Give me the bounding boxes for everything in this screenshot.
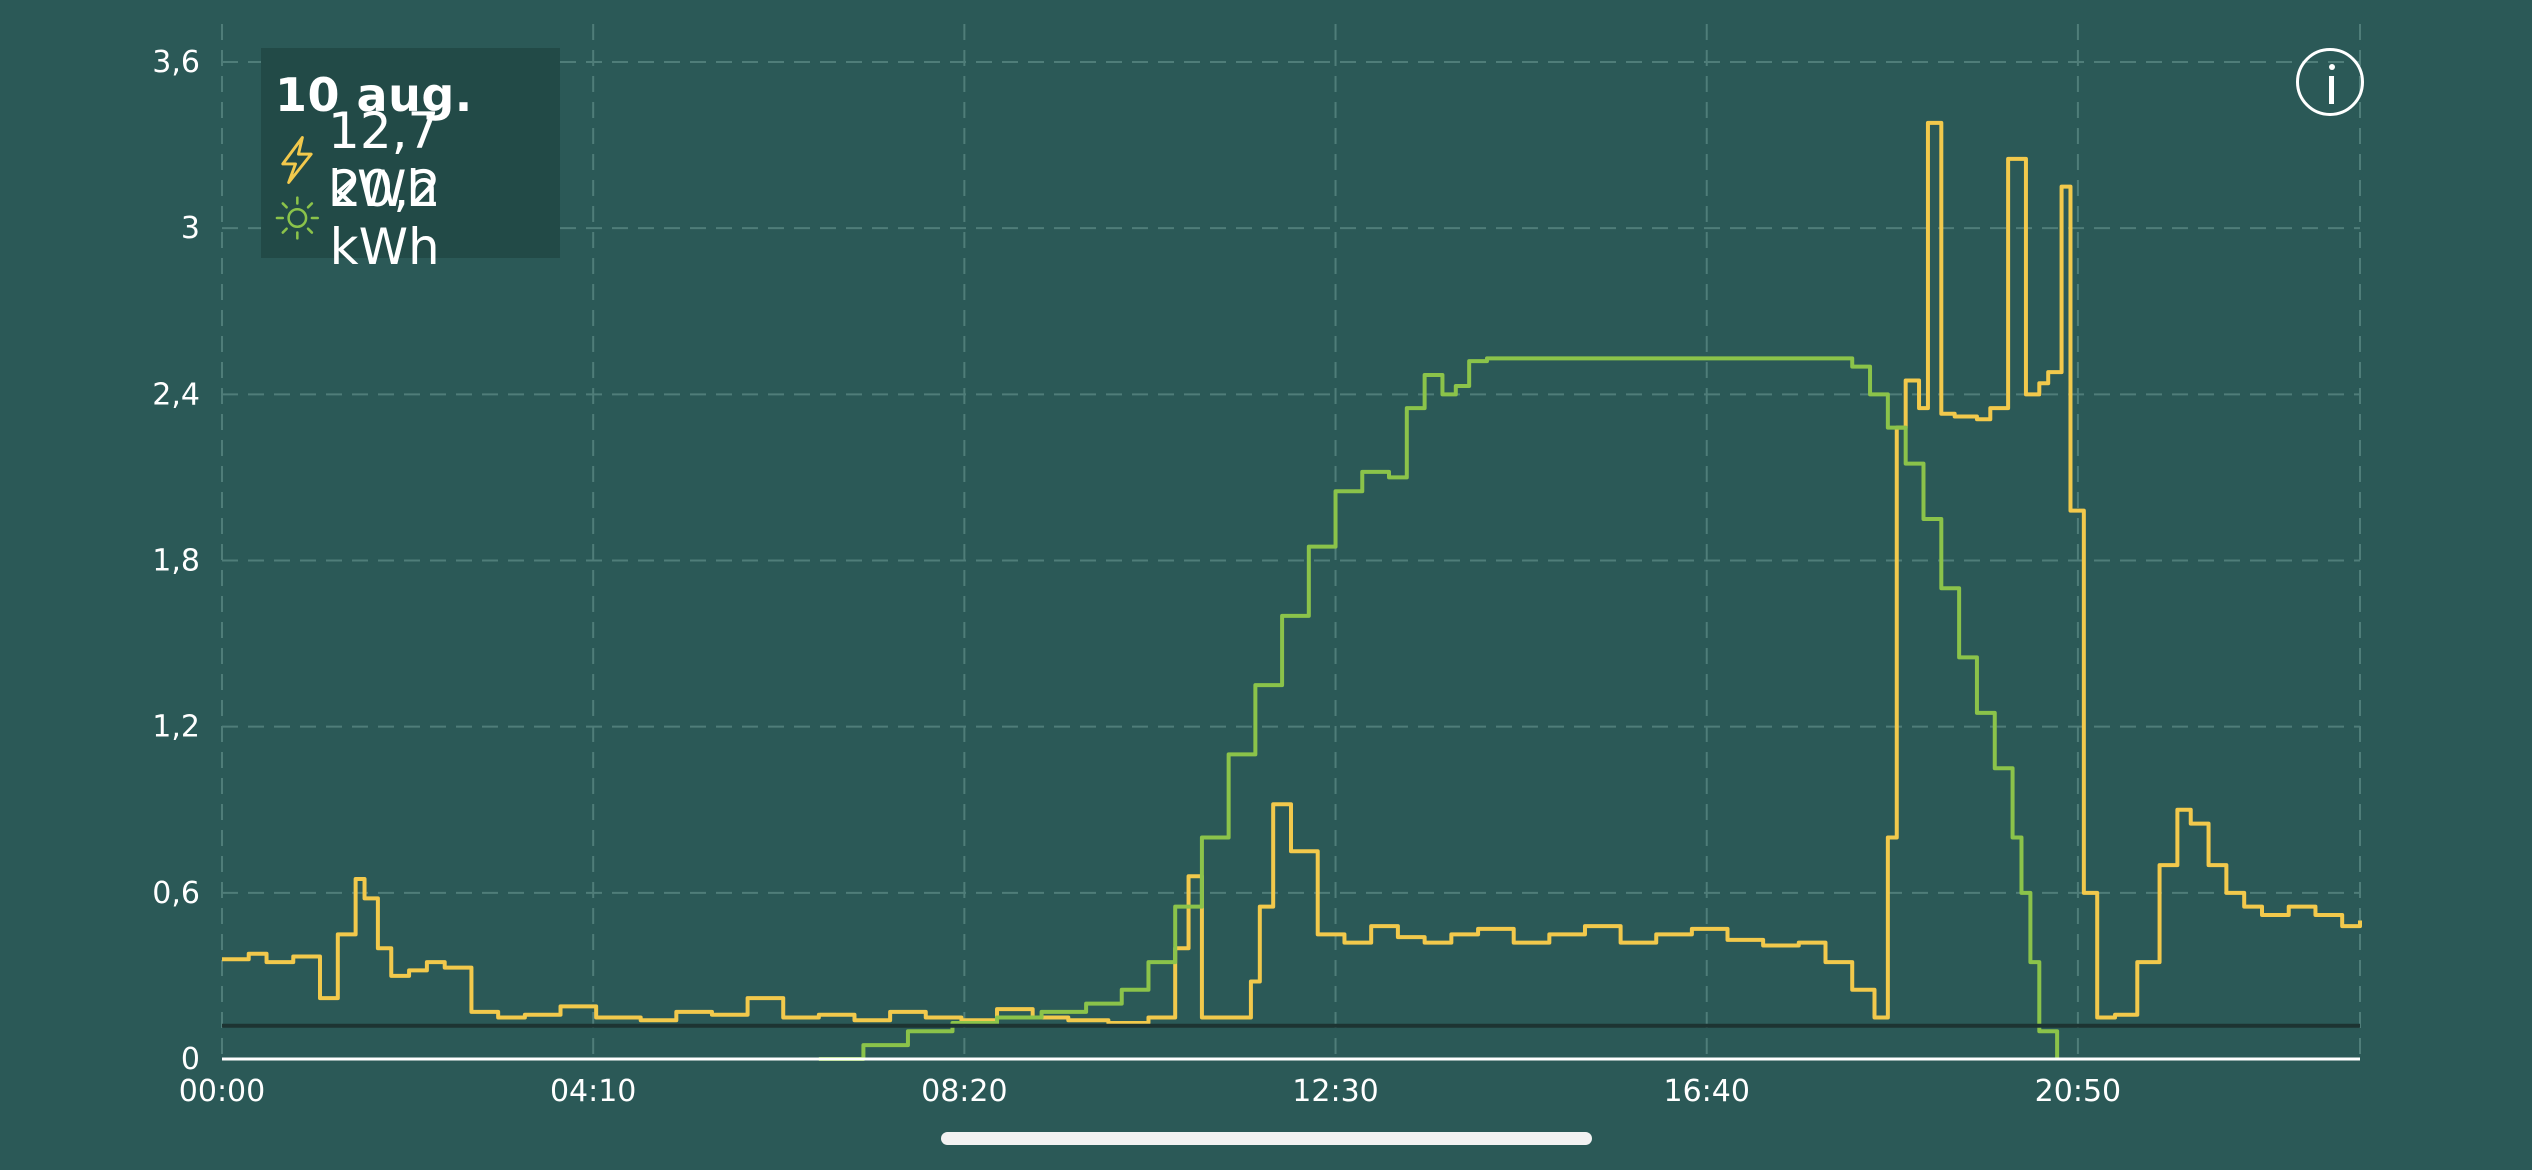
y-axis-ticks: 0 0,6 1,2 1,8 2,4 3 3,6 [152, 45, 200, 1077]
home-indicator[interactable] [941, 1132, 1592, 1145]
chart-grid [221, 24, 2361, 1059]
y-tick-label: 0,6 [152, 876, 200, 911]
info-button[interactable] [2296, 48, 2364, 116]
info-icon [2329, 64, 2335, 70]
legend-consumption-value: 12,7 kWh [328, 102, 440, 218]
x-tick-label: 04:10 [550, 1074, 636, 1109]
x-tick-label: 16:40 [1663, 1074, 1749, 1109]
y-tick-label: 1,2 [152, 710, 200, 745]
y-tick-label: 2,4 [152, 377, 200, 412]
y-tick-label: 3,6 [152, 45, 200, 80]
x-tick-label: 20:50 [2035, 1074, 2121, 1109]
consumption-series-line [222, 120, 2362, 1025]
chart-series [222, 120, 2362, 1061]
x-tick-label: 12:30 [1292, 1074, 1378, 1109]
y-tick-label: 1,8 [152, 544, 200, 579]
legend-production: 20,2 kWh [275, 160, 560, 276]
x-tick-label: 00:00 [179, 1074, 265, 1109]
y-tick-label: 0 [181, 1042, 200, 1077]
legend-production-value: 20,2 kWh [329, 160, 441, 276]
x-axis-ticks: 00:00 04:10 08:20 12:30 16:40 20:50 [179, 1074, 2121, 1109]
production-series-line [818, 356, 2060, 1061]
daily-summary-legend: 10 aug. 12,7 kWh 20,2 kWh [261, 48, 560, 276]
legend-date: 10 aug. [275, 68, 473, 122]
y-tick-label: 3 [181, 211, 200, 246]
sun-icon [275, 196, 319, 240]
legend-consumption: 12,7 kWh [275, 102, 560, 218]
lightning-icon [281, 136, 313, 184]
x-tick-label: 08:20 [921, 1074, 1007, 1109]
